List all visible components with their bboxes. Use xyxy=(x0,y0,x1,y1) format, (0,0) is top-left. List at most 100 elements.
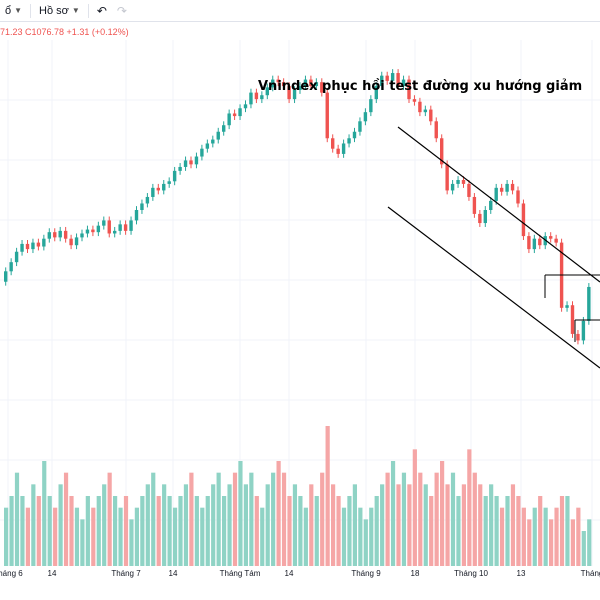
volume-bar xyxy=(543,507,548,566)
candle-body xyxy=(36,242,41,247)
candle-body xyxy=(532,238,537,250)
volume-bar xyxy=(162,484,167,566)
candle-body xyxy=(472,196,477,214)
candle-body xyxy=(96,225,101,233)
volume-bar xyxy=(478,484,483,566)
candle-body xyxy=(521,203,526,237)
volume-bar xyxy=(445,484,450,566)
candle-body xyxy=(189,160,193,165)
x-tick-label: Tháng 7 xyxy=(111,569,141,578)
volume-bar xyxy=(140,496,145,566)
volume-bar xyxy=(456,496,461,566)
volume-bar xyxy=(292,484,298,566)
candle-body xyxy=(418,101,422,113)
candle-body xyxy=(25,243,30,250)
volume-bar xyxy=(151,472,156,566)
candle-body xyxy=(42,238,46,247)
ohlc-readout: 71.23 C1076.78 +1.31 (+0.12%) xyxy=(0,27,129,37)
candle-body xyxy=(450,183,455,191)
volume-bar xyxy=(42,461,47,566)
candle-body xyxy=(113,230,117,234)
volume-bar xyxy=(434,472,439,566)
candle-body xyxy=(380,75,384,87)
top-toolbar: ổ ▼ Hồ sơ ▼ ↶ ↷ xyxy=(0,0,600,22)
volume-bar xyxy=(499,507,505,566)
volume-bar xyxy=(189,472,194,566)
candle-body xyxy=(303,79,308,87)
redo-icon[interactable]: ↷ xyxy=(116,3,127,18)
volume-bar xyxy=(309,484,314,566)
volume-bar xyxy=(576,507,581,566)
volume-bar xyxy=(440,461,445,566)
candle-body xyxy=(358,121,362,132)
undo-icon[interactable]: ↶ xyxy=(96,3,107,18)
candle-body xyxy=(320,82,324,93)
volume-bar xyxy=(96,496,101,566)
volume-bar xyxy=(254,496,259,566)
candle-body xyxy=(194,156,199,165)
volume-bar xyxy=(194,496,199,566)
volume-bar xyxy=(341,507,347,566)
volume-bar xyxy=(178,496,183,566)
volume-bar xyxy=(243,484,248,566)
volume-bar xyxy=(53,507,58,566)
volume-bar xyxy=(325,426,330,566)
candle-body xyxy=(134,210,139,221)
candle-body xyxy=(336,148,340,154)
candle-body xyxy=(20,243,24,252)
candle-body xyxy=(554,238,558,243)
volume-bar xyxy=(287,496,292,566)
x-tick-label: Tháng xyxy=(581,569,600,578)
volume-bar xyxy=(36,496,41,566)
candle-body xyxy=(309,79,313,87)
volume-bar xyxy=(516,496,521,566)
candle-body xyxy=(434,121,438,139)
volume-bar xyxy=(401,472,407,566)
volume-bar xyxy=(222,496,227,566)
volume-bar xyxy=(216,472,221,566)
volume-bar xyxy=(238,461,243,566)
candle-body xyxy=(107,220,111,234)
volume-bar xyxy=(467,449,472,566)
volume-bar xyxy=(565,496,570,566)
x-tick-label: 13 xyxy=(517,569,526,578)
candle-body xyxy=(412,99,417,102)
candle-body xyxy=(489,200,493,210)
candle-body xyxy=(374,86,378,100)
candle-body xyxy=(565,305,569,308)
volume-bar xyxy=(314,496,319,566)
candle-body xyxy=(69,238,73,246)
candle-body xyxy=(172,170,177,182)
candle-body xyxy=(401,79,406,87)
candle-body xyxy=(467,183,471,197)
candle-body xyxy=(222,125,226,132)
candle-body xyxy=(363,112,368,122)
volume-bar xyxy=(554,507,559,566)
volume-bar xyxy=(74,507,80,566)
volume-bar xyxy=(472,472,477,566)
candle-body xyxy=(276,79,280,83)
toolbar-item-template[interactable]: ổ ▼ xyxy=(0,5,27,17)
volume-bar xyxy=(521,507,526,566)
chart-grid xyxy=(0,40,600,566)
candle-body xyxy=(347,138,351,144)
volume-bar xyxy=(298,496,303,566)
volume-bar xyxy=(505,496,510,566)
volume-bar xyxy=(352,484,357,566)
volume-bar xyxy=(418,472,423,566)
volume-bar xyxy=(450,472,456,566)
candle-body xyxy=(538,238,542,246)
x-tick-label: 14 xyxy=(48,569,57,578)
volume-bar xyxy=(4,507,9,566)
toolbar-item-profile[interactable]: Hồ sơ ▼ xyxy=(34,5,85,17)
candle-body xyxy=(140,203,144,210)
candle-body xyxy=(4,271,8,282)
volume-bar xyxy=(281,472,287,566)
x-tick-label: 14 xyxy=(169,569,178,578)
volume-bar xyxy=(260,507,265,566)
volume-bar xyxy=(183,484,189,566)
candle-body xyxy=(102,220,106,226)
candle-body xyxy=(478,213,482,224)
candle-body xyxy=(156,187,160,191)
